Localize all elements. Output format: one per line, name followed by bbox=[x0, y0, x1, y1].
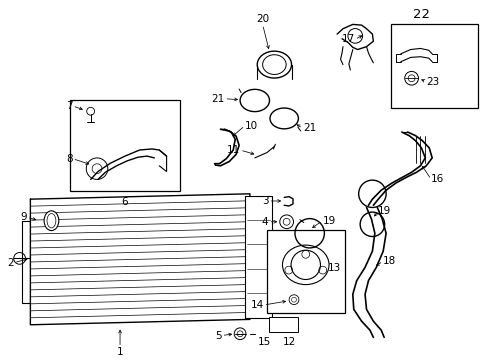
Text: 5: 5 bbox=[215, 330, 221, 341]
Text: 12: 12 bbox=[282, 337, 296, 347]
Text: 10: 10 bbox=[245, 121, 258, 131]
Text: 21: 21 bbox=[303, 123, 316, 134]
Text: 1: 1 bbox=[117, 347, 123, 357]
Text: 8: 8 bbox=[66, 154, 73, 164]
Text: 16: 16 bbox=[431, 175, 444, 184]
Text: 18: 18 bbox=[383, 256, 396, 266]
Ellipse shape bbox=[257, 51, 292, 78]
Bar bbox=[70, 100, 180, 191]
Ellipse shape bbox=[270, 108, 298, 129]
Ellipse shape bbox=[44, 211, 59, 230]
Text: 14: 14 bbox=[250, 300, 264, 310]
Text: 23: 23 bbox=[426, 77, 440, 87]
Text: 11: 11 bbox=[227, 145, 240, 155]
Ellipse shape bbox=[47, 213, 56, 228]
Text: 22: 22 bbox=[413, 8, 430, 21]
Text: 7: 7 bbox=[66, 101, 73, 111]
Bar bbox=[391, 24, 478, 108]
Text: 2: 2 bbox=[7, 258, 14, 268]
Text: 20: 20 bbox=[256, 14, 269, 24]
Ellipse shape bbox=[263, 55, 286, 75]
Ellipse shape bbox=[240, 89, 270, 112]
Bar bbox=[267, 230, 345, 313]
Ellipse shape bbox=[283, 245, 329, 285]
Text: 6: 6 bbox=[122, 197, 128, 207]
Text: 15: 15 bbox=[258, 337, 271, 347]
Text: 13: 13 bbox=[327, 264, 341, 274]
Text: 21: 21 bbox=[211, 94, 224, 104]
Text: 3: 3 bbox=[262, 196, 269, 206]
Text: 9: 9 bbox=[20, 212, 27, 222]
Bar bbox=[245, 195, 272, 318]
Text: 4: 4 bbox=[262, 217, 269, 227]
Text: 17: 17 bbox=[342, 35, 355, 45]
Text: 19: 19 bbox=[378, 206, 392, 216]
Bar bbox=[269, 316, 298, 332]
Text: 19: 19 bbox=[322, 216, 336, 226]
